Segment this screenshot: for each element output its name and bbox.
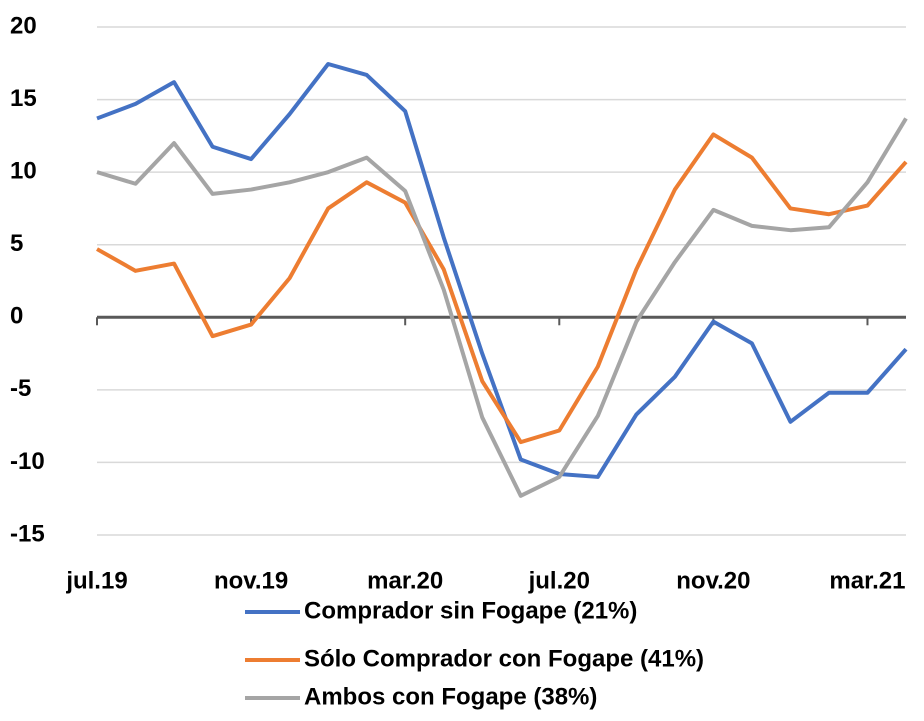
legend-label: Sólo Comprador con Fogape (41%) [304,645,704,672]
x-tick-label: jul.20 [528,567,590,594]
y-tick-label: 0 [10,303,23,330]
x-tick-label: nov.19 [214,567,288,594]
series-line [96,117,908,498]
y-tick-label: -10 [10,448,45,475]
x-tick-label: jul.19 [65,567,127,594]
series-line [96,132,908,445]
legend-label: Ambos con Fogape (38%) [304,683,597,710]
y-tick-label: -5 [10,375,31,402]
series-line [96,62,908,479]
y-tick-label: 20 [10,12,37,39]
x-tick-label: mar.20 [367,567,443,594]
x-tick-label: mar.21 [829,567,905,594]
y-tick-label: 15 [10,85,37,112]
y-tick-label: 10 [10,157,37,184]
y-tick-label: 5 [10,230,23,257]
legend-label: Comprador sin Fogape (21%) [304,597,637,624]
y-tick-label: -15 [10,520,45,547]
x-tick-label: nov.20 [676,567,750,594]
